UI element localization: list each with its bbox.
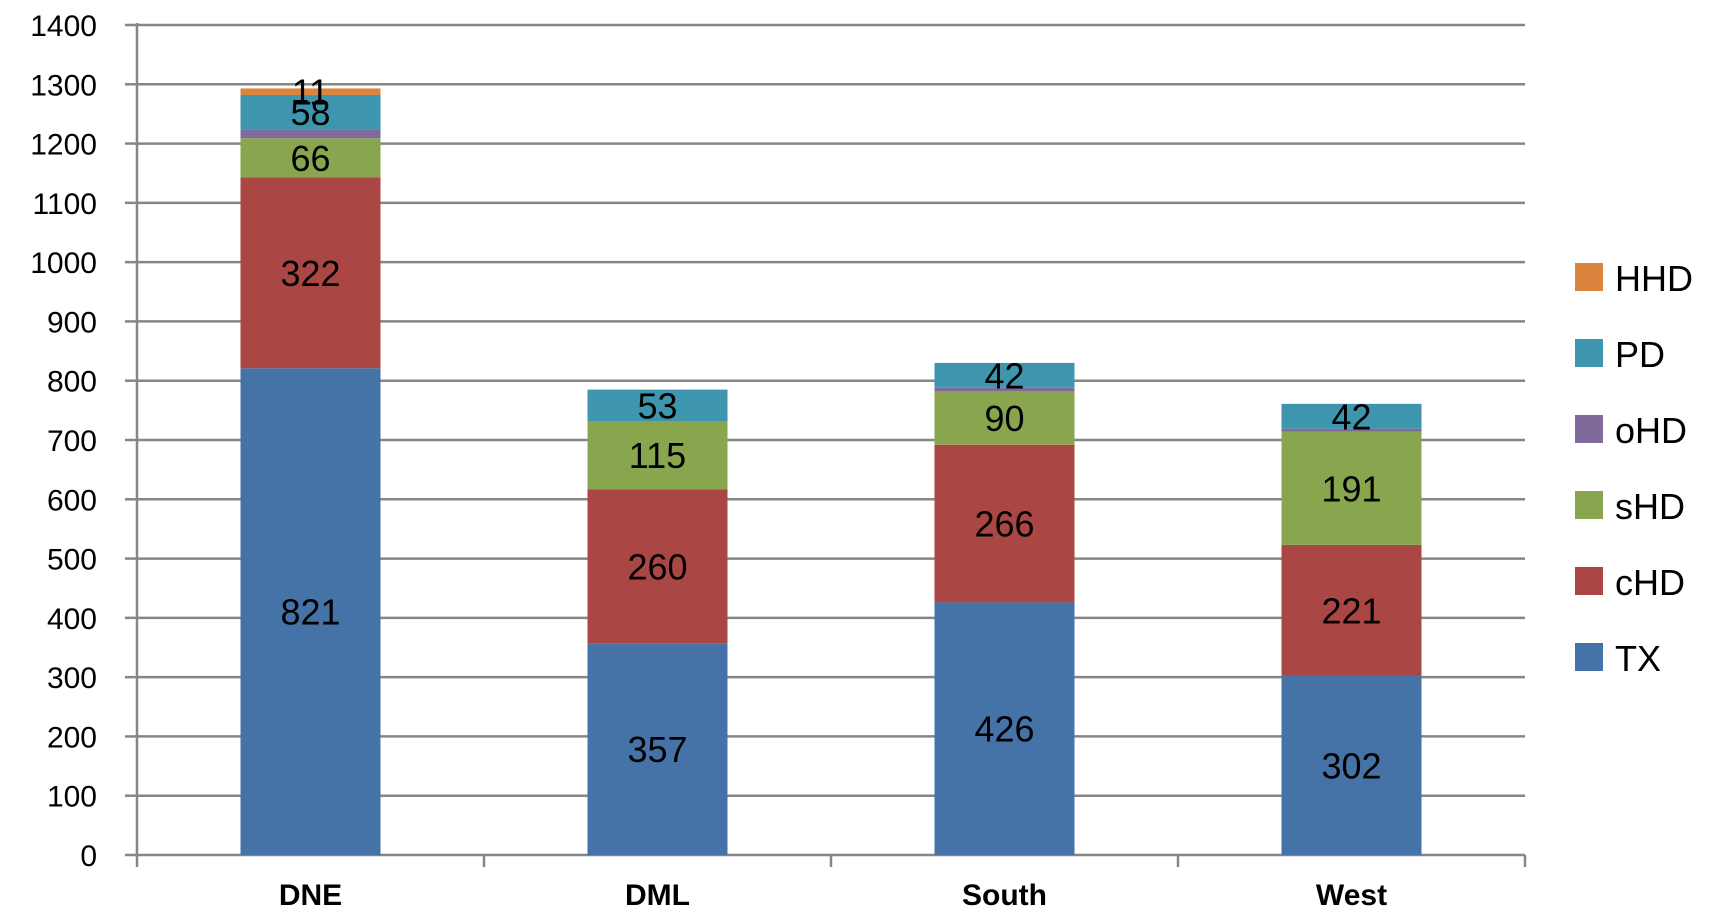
y-tick-label: 1000 xyxy=(30,247,97,280)
y-tick-label: 500 xyxy=(47,544,97,577)
data-label: 191 xyxy=(1321,468,1381,509)
legend-label: TX xyxy=(1615,638,1661,679)
y-tick-label: 600 xyxy=(47,484,97,517)
y-tick-label: 700 xyxy=(47,425,97,458)
bar-segment-TX-DML xyxy=(587,643,728,855)
legend-label: sHD xyxy=(1615,486,1685,527)
bar-segment-TX-West xyxy=(1281,675,1422,855)
y-tick-label: 300 xyxy=(47,662,97,695)
y-tick-label: 800 xyxy=(47,366,97,399)
data-label: 66 xyxy=(290,138,330,179)
bar-segment-cHD-DML xyxy=(587,489,728,644)
legend-swatch-PD xyxy=(1575,339,1603,367)
bar-segment-TX-South xyxy=(934,602,1075,855)
bar-segment-cHD-DNE xyxy=(240,177,381,369)
data-label: 42 xyxy=(1331,396,1371,437)
x-tick-label: DML xyxy=(625,879,690,912)
data-label: 42 xyxy=(984,355,1024,396)
legend-label: HHD xyxy=(1615,258,1693,299)
data-label: 821 xyxy=(280,592,340,633)
data-label: 426 xyxy=(974,709,1034,750)
data-label: 115 xyxy=(629,435,686,476)
data-labels: 8213226658113572601155342626690423022211… xyxy=(280,72,1381,787)
data-label: 11 xyxy=(292,72,329,113)
y-tick-label: 0 xyxy=(80,840,97,873)
data-label: 53 xyxy=(637,385,677,426)
legend-swatch-cHD xyxy=(1575,567,1603,595)
y-tick-label: 1100 xyxy=(32,188,97,221)
bar-segment-PD-DML xyxy=(587,389,728,422)
bar-segment-HHD-DNE xyxy=(240,88,381,95)
x-tick-label: South xyxy=(962,879,1047,912)
bar-segment-sHD-West xyxy=(1281,431,1422,545)
y-tick-label: 1400 xyxy=(30,10,97,43)
y-tick-label: 400 xyxy=(47,603,97,636)
y-tick-label: 100 xyxy=(47,781,97,814)
legend-swatch-TX xyxy=(1575,643,1603,671)
legend-swatch-sHD xyxy=(1575,491,1603,519)
y-tick-label: 1300 xyxy=(30,69,97,102)
x-tick-label: DNE xyxy=(279,879,342,912)
y-tick-label: 900 xyxy=(47,306,97,339)
data-label: 260 xyxy=(627,546,687,587)
bars xyxy=(240,88,1422,855)
bar-segment-sHD-DNE xyxy=(240,138,381,178)
y-tick-label: 1200 xyxy=(30,129,97,162)
bar-segment-cHD-South xyxy=(934,444,1075,603)
legend-label: oHD xyxy=(1615,410,1687,451)
legend: HHD PD oHD sHD cHD TX xyxy=(1575,258,1693,679)
bar-segment-PD-South xyxy=(934,362,1075,388)
bar-segment-TX-DNE xyxy=(240,368,381,855)
data-label: 302 xyxy=(1321,745,1381,786)
bar-segment-oHD-DNE xyxy=(240,129,381,139)
y-tick-label: 200 xyxy=(47,721,97,754)
bar-segment-sHD-South xyxy=(934,391,1075,445)
bar-segment-sHD-DML xyxy=(587,421,728,490)
bar-segment-cHD-West xyxy=(1281,544,1422,676)
bar-segment-PD-DNE xyxy=(240,94,381,130)
legend-swatch-oHD xyxy=(1575,415,1603,443)
bar-segment-PD-West xyxy=(1281,403,1422,429)
data-label: 90 xyxy=(984,398,1024,439)
legend-swatch-HHD xyxy=(1575,263,1603,291)
data-label: 357 xyxy=(627,729,687,770)
data-label: 58 xyxy=(290,92,330,133)
bar-segment-oHD-West xyxy=(1281,428,1422,432)
data-label: 221 xyxy=(1321,590,1381,631)
legend-label: PD xyxy=(1615,334,1665,375)
legend-label: cHD xyxy=(1615,562,1685,603)
data-label: 266 xyxy=(974,504,1034,545)
bar-segment-oHD-South xyxy=(934,387,1075,392)
x-tick-label: West xyxy=(1316,879,1387,912)
data-label: 322 xyxy=(280,253,340,294)
